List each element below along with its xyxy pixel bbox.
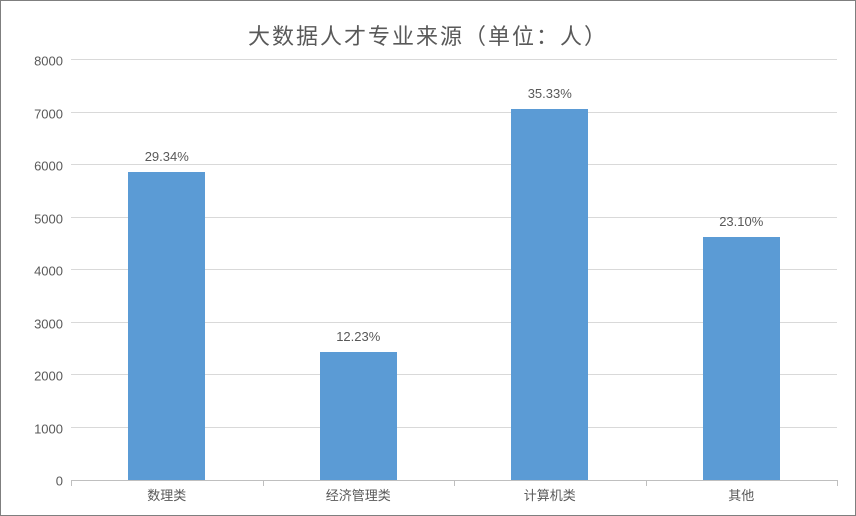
- y-tick-label: 7000: [34, 106, 63, 121]
- y-tick-label: 6000: [34, 159, 63, 174]
- y-tick-label: 8000: [34, 54, 63, 69]
- bar: [320, 352, 397, 480]
- chart-title: 大数据人才专业来源（单位：人）: [19, 19, 837, 51]
- bar: [511, 109, 588, 480]
- x-tick-mark: [837, 480, 838, 486]
- y-tick-label: 2000: [34, 369, 63, 384]
- chart-container: 大数据人才专业来源（单位：人） 0 1000 2000 3000 4000 5000 600…: [0, 0, 856, 516]
- x-category-label: 其他: [728, 485, 754, 504]
- gridline: [71, 164, 837, 165]
- gridline: [71, 112, 837, 113]
- y-tick-label: 3000: [34, 316, 63, 331]
- y-tick-label: 1000: [34, 421, 63, 436]
- plot-area: 29.34% 12.23% 35.33% 23.10%: [71, 61, 837, 481]
- y-axis: 010002000300040005000600070008000: [19, 61, 71, 481]
- x-axis-labels: 数理类 经济管理类 计算机类 其他: [71, 481, 837, 505]
- bar-value-label: 23.10%: [719, 214, 763, 229]
- x-category-label: 数理类: [147, 485, 186, 504]
- bar-value-label: 35.33%: [528, 86, 572, 101]
- bar: [128, 172, 205, 480]
- plot-wrapper: 010002000300040005000600070008000 29.34%…: [19, 61, 837, 481]
- x-category-label: 计算机类: [524, 485, 576, 504]
- y-tick-label: 4000: [34, 264, 63, 279]
- x-category-label: 经济管理类: [326, 485, 391, 504]
- y-tick-label: 0: [56, 474, 63, 489]
- bar: [703, 237, 780, 480]
- gridline: [71, 59, 837, 60]
- bar-value-label: 29.34%: [145, 149, 189, 164]
- y-tick-label: 5000: [34, 211, 63, 226]
- bar-value-label: 12.23%: [336, 329, 380, 344]
